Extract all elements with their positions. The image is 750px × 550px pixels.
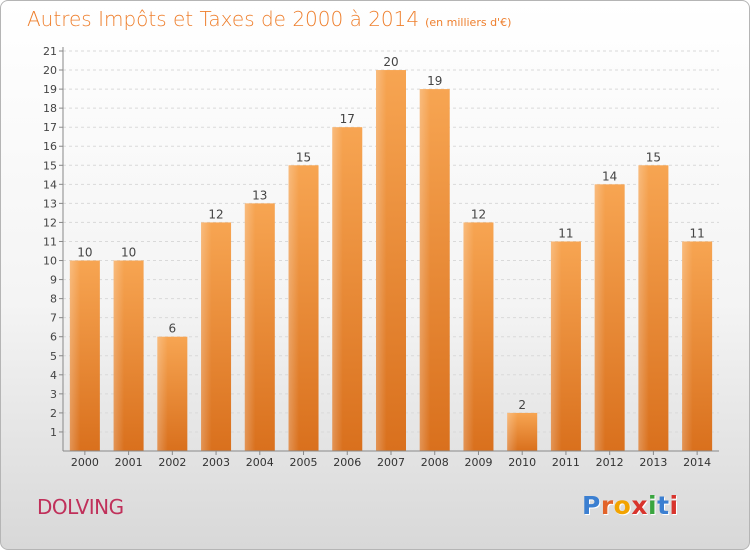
- logo-letter: r: [600, 491, 614, 520]
- y-tick-label: 10: [43, 255, 57, 268]
- x-tick-label: 2001: [115, 456, 143, 469]
- bars: [69, 70, 713, 452]
- bar-highlight: [201, 222, 212, 451]
- data-label: 12: [471, 207, 486, 221]
- x-tick-label: 2000: [71, 456, 99, 469]
- bar-highlight: [244, 203, 256, 451]
- logo-letter: i: [648, 491, 658, 520]
- y-tick-label: 13: [43, 197, 57, 210]
- proxiti-logo: Proxiti: [582, 491, 679, 520]
- y-tick-label: 4: [50, 369, 57, 382]
- y-tick-label: 7: [50, 312, 57, 325]
- logo-letter: P: [582, 491, 601, 520]
- bar-highlight: [682, 241, 693, 451]
- data-label: 11: [558, 226, 573, 240]
- x-tick-label: 2006: [333, 456, 361, 469]
- bar-highlight: [507, 412, 518, 451]
- chart-subtitle: (en milliers d'€): [425, 16, 512, 29]
- bar-highlight: [376, 70, 387, 452]
- y-tick-label: 20: [43, 64, 57, 77]
- data-label: 15: [296, 150, 311, 164]
- y-tick-label: 2: [50, 407, 57, 420]
- logo-letter: i: [669, 491, 679, 520]
- y-tick-label: 12: [43, 216, 57, 229]
- bar-highlight: [638, 165, 649, 452]
- y-tick-label: 14: [43, 178, 57, 191]
- bar-highlight: [550, 241, 562, 451]
- logo-letter: t: [657, 491, 670, 520]
- data-label: 11: [689, 226, 704, 240]
- bar-highlight: [113, 260, 125, 451]
- chart-title: Autres Impôts et Taxes de 2000 à 2014: [27, 7, 420, 31]
- data-label: 6: [169, 322, 177, 336]
- data-label: 19: [427, 74, 442, 88]
- data-label: 17: [340, 112, 355, 126]
- bar-highlight: [69, 260, 81, 451]
- x-tick-label: 2002: [158, 456, 186, 469]
- bar-highlight: [332, 127, 343, 451]
- bar-highlight: [157, 336, 168, 451]
- axes: [59, 47, 719, 455]
- data-label: 12: [208, 207, 223, 221]
- y-tick-label: 11: [43, 235, 57, 248]
- y-tick-label: 21: [43, 45, 57, 58]
- logo-letter: o: [613, 491, 632, 520]
- y-tick-label: 15: [43, 159, 57, 172]
- data-label: 14: [602, 169, 617, 183]
- data-label: 15: [646, 150, 661, 164]
- x-tick-label: 2010: [508, 456, 536, 469]
- data-label: 10: [121, 246, 136, 260]
- y-tick-label: 5: [50, 350, 57, 363]
- x-tick-label: 2009: [464, 456, 492, 469]
- bar-highlight: [463, 222, 474, 451]
- y-tick-label: 19: [43, 83, 57, 96]
- y-tick-label: 9: [50, 274, 57, 287]
- data-label: 13: [252, 188, 267, 202]
- x-tick-label: 2004: [246, 456, 274, 469]
- x-tick-label: 2007: [377, 456, 405, 469]
- x-tick-label: 2008: [421, 456, 449, 469]
- x-tick-label: 2012: [596, 456, 624, 469]
- title-row: Autres Impôts et Taxes de 2000 à 2014 (en…: [27, 7, 511, 31]
- bar-highlight: [419, 89, 431, 451]
- logo-letter: x: [631, 491, 648, 520]
- labels: 1234567891011121314151617181920211020001…: [43, 45, 711, 469]
- y-tick-label: 8: [50, 293, 57, 306]
- city-name: DOLVING: [37, 495, 124, 519]
- y-tick-label: 18: [43, 102, 57, 115]
- bar-highlight: [594, 184, 606, 452]
- y-tick-label: 6: [50, 331, 57, 344]
- x-tick-label: 2005: [290, 456, 318, 469]
- data-label: 20: [383, 55, 398, 69]
- y-tick-label: 1: [50, 426, 57, 439]
- x-tick-label: 2011: [552, 456, 580, 469]
- x-tick-label: 2014: [683, 456, 711, 469]
- data-label: 10: [77, 246, 92, 260]
- y-tick-label: 16: [43, 140, 57, 153]
- x-tick-label: 2013: [639, 456, 667, 469]
- x-tick-label: 2003: [202, 456, 230, 469]
- y-tick-label: 3: [50, 388, 57, 401]
- bar-highlight: [288, 165, 300, 452]
- data-label: 2: [518, 398, 526, 412]
- y-tick-label: 17: [43, 121, 57, 134]
